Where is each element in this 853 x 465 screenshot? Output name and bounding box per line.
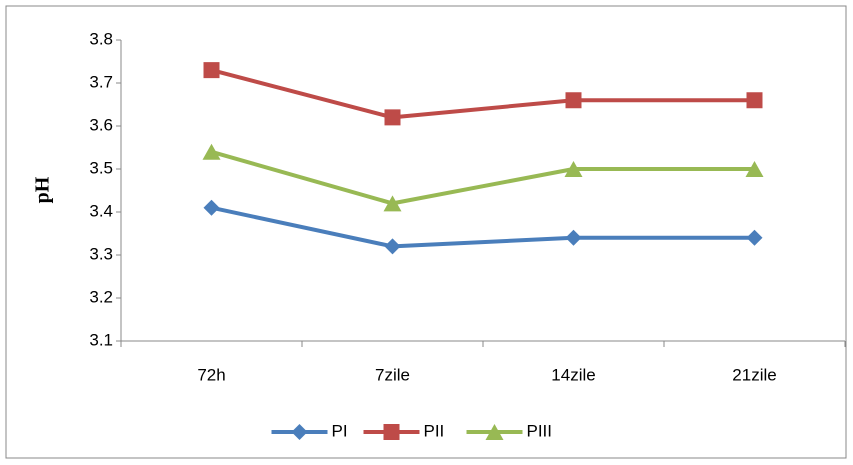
legend-marker — [485, 424, 504, 440]
point-marker — [203, 199, 220, 216]
legend-label: PI — [332, 421, 348, 440]
series-line — [210, 68, 755, 120]
legend-label: PII — [424, 421, 445, 440]
point-marker — [202, 143, 221, 160]
x-tick-label: 72h — [197, 365, 225, 384]
point-marker — [564, 161, 583, 177]
y-tick-label: 3.8 — [89, 29, 113, 48]
x-tick-label: 14zile — [551, 365, 595, 384]
x-tick-label: 7zile — [375, 365, 410, 384]
series-line — [211, 205, 755, 249]
legend-label: PIII — [527, 421, 553, 440]
point-marker — [384, 238, 401, 255]
point-marker — [746, 92, 763, 109]
y-tick-label: 3.3 — [89, 244, 113, 263]
y-tick-label: 3.1 — [89, 330, 113, 349]
point-marker — [203, 62, 220, 79]
point-marker — [383, 195, 402, 212]
series-line — [210, 149, 755, 206]
chart-frame — [5, 5, 847, 459]
y-tick-label: 3.6 — [89, 115, 113, 134]
point-marker — [745, 161, 764, 177]
y-tick-label: 3.7 — [89, 72, 113, 91]
legend-marker — [383, 424, 400, 440]
y-tick-label: 3.4 — [89, 201, 113, 220]
y-tick-label: 3.2 — [89, 287, 113, 306]
point-marker — [746, 229, 763, 246]
y-tick-label: 3.5 — [89, 158, 113, 177]
point-marker — [565, 92, 582, 109]
x-tick-label: 21zile — [732, 365, 776, 384]
legend-marker — [291, 424, 308, 440]
y-axis-label: pH — [32, 176, 54, 203]
point-marker — [565, 229, 582, 246]
point-marker — [384, 109, 401, 126]
